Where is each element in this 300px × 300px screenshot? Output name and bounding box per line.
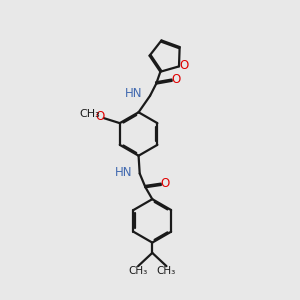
Text: CH₃: CH₃ xyxy=(128,266,148,276)
Text: CH₃: CH₃ xyxy=(157,266,176,276)
Text: O: O xyxy=(161,177,170,190)
Text: O: O xyxy=(179,59,189,72)
Text: HN: HN xyxy=(115,166,132,179)
Text: CH₃: CH₃ xyxy=(79,110,100,119)
Text: HN: HN xyxy=(124,87,142,101)
Text: O: O xyxy=(95,110,104,123)
Text: O: O xyxy=(172,73,181,86)
